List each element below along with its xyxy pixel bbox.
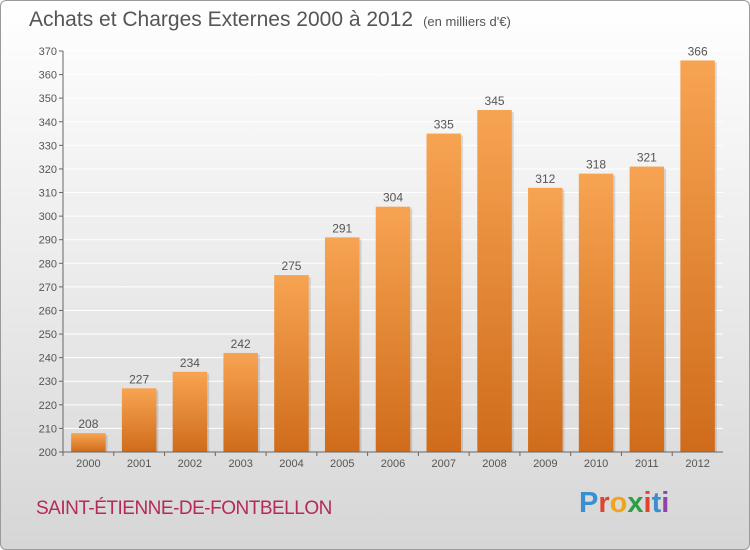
y-tick-label: 280 (39, 258, 57, 270)
logo-letter: x (627, 487, 644, 519)
data-label: 366 (688, 44, 708, 58)
y-tick-label: 360 (39, 70, 57, 82)
x-tick-label: 2011 (635, 458, 659, 470)
y-tick-label: 250 (39, 329, 57, 341)
x-tick-label: 2005 (330, 458, 354, 470)
bar (426, 133, 462, 452)
title-text: Achats et Charges Externes 2000 à 2012 (29, 8, 414, 31)
y-tick-label: 350 (39, 93, 57, 105)
logo-letter: P (579, 487, 599, 519)
bar-layer: 208 227 234 242 275 291 304 335 345 312 318 321 366 (71, 44, 717, 453)
bar (477, 109, 512, 453)
logo-letter: o (609, 487, 628, 519)
x-tick-label: 2001 (127, 458, 151, 470)
logo-letter: t (651, 487, 662, 519)
data-label: 318 (586, 158, 606, 172)
commune-name: SAINT-ÉTIENNE-DE-FONTBELLON (36, 498, 332, 519)
data-label: 227 (129, 372, 149, 386)
axis-layer: 200 210 220 230 240 250 260 270 280 290 300 310 320 3… (39, 46, 723, 470)
data-label: 335 (434, 118, 454, 132)
bar (274, 275, 309, 452)
proxiti-logo: Proxiti (579, 487, 669, 520)
y-tick-label: 370 (39, 46, 57, 58)
x-tick-label: 2007 (432, 458, 456, 470)
data-label: 345 (485, 94, 505, 108)
bar (223, 352, 258, 452)
x-tick-label: 2003 (228, 458, 252, 470)
bar (629, 166, 665, 453)
y-tick-label: 230 (39, 376, 57, 388)
logo-letter: r (598, 487, 610, 519)
data-label: 312 (535, 172, 555, 186)
data-label: 304 (383, 191, 403, 205)
bar (121, 388, 157, 452)
y-tick-label: 300 (39, 211, 57, 223)
bar (375, 206, 411, 452)
bar (680, 60, 715, 452)
y-tick-label: 220 (39, 400, 57, 412)
logo-letter: i (643, 487, 652, 519)
chart-title: Achats et Charges Externes 2000 à 2012 (e… (29, 8, 511, 32)
data-label: 208 (78, 417, 98, 431)
x-tick-label: 2002 (178, 458, 202, 470)
x-tick-label: 2012 (685, 458, 709, 470)
y-tick-label: 200 (39, 447, 57, 459)
x-tick-label: 2010 (584, 458, 608, 470)
y-tick-label: 310 (39, 188, 57, 200)
data-label: 234 (180, 356, 200, 370)
bar (578, 173, 614, 453)
data-label: 321 (637, 151, 657, 165)
y-tick-label: 290 (39, 235, 57, 247)
bar (528, 187, 563, 452)
bar (71, 433, 106, 452)
x-tick-label: 2000 (76, 458, 100, 470)
y-tick-label: 340 (39, 117, 57, 129)
bar (172, 371, 208, 452)
x-tick-label: 2009 (533, 458, 557, 470)
y-tick-label: 320 (39, 164, 57, 176)
bar (324, 237, 360, 452)
data-label: 275 (281, 259, 301, 273)
y-tick-label: 210 (39, 423, 57, 435)
data-label: 291 (332, 221, 352, 235)
y-tick-label: 330 (39, 140, 57, 152)
y-tick-label: 240 (39, 353, 57, 365)
unit-label: (en milliers d'€) (423, 14, 511, 29)
x-tick-label: 2008 (482, 458, 506, 470)
data-label: 242 (231, 337, 251, 351)
logo-letter: i (661, 487, 670, 519)
y-tick-label: 260 (39, 305, 57, 317)
y-tick-label: 270 (39, 282, 57, 294)
x-tick-label: 2006 (381, 458, 405, 470)
x-tick-label: 2004 (279, 458, 303, 470)
